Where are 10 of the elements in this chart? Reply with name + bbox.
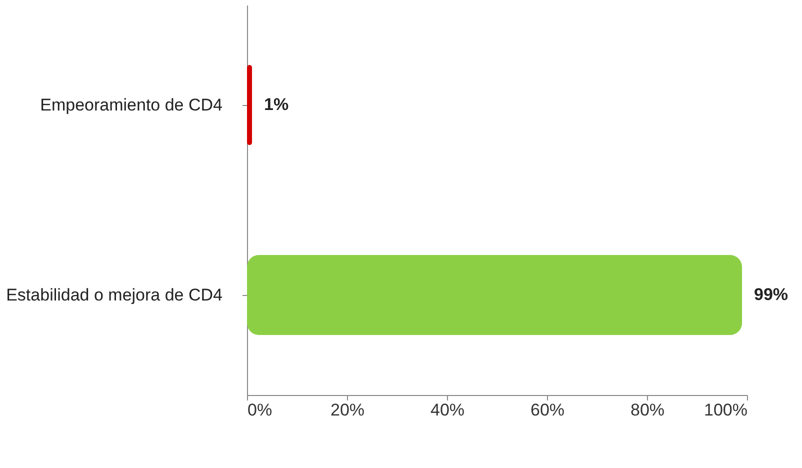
y-tick-label: Empeoramiento de CD4	[40, 96, 222, 114]
data-label: 1%	[264, 95, 289, 114]
y-tick-label: Estabilidad o mejora de CD4	[6, 286, 222, 304]
x-tick-label: 100%	[704, 400, 748, 420]
x-tick-label: 40%	[430, 400, 465, 420]
x-tick-label: 60%	[530, 400, 565, 420]
x-tick-label: 20%	[330, 400, 365, 420]
x-tick-label: 80%	[630, 400, 665, 420]
x-tick-label: 0%	[248, 400, 272, 420]
data-label: 99%	[754, 285, 788, 304]
